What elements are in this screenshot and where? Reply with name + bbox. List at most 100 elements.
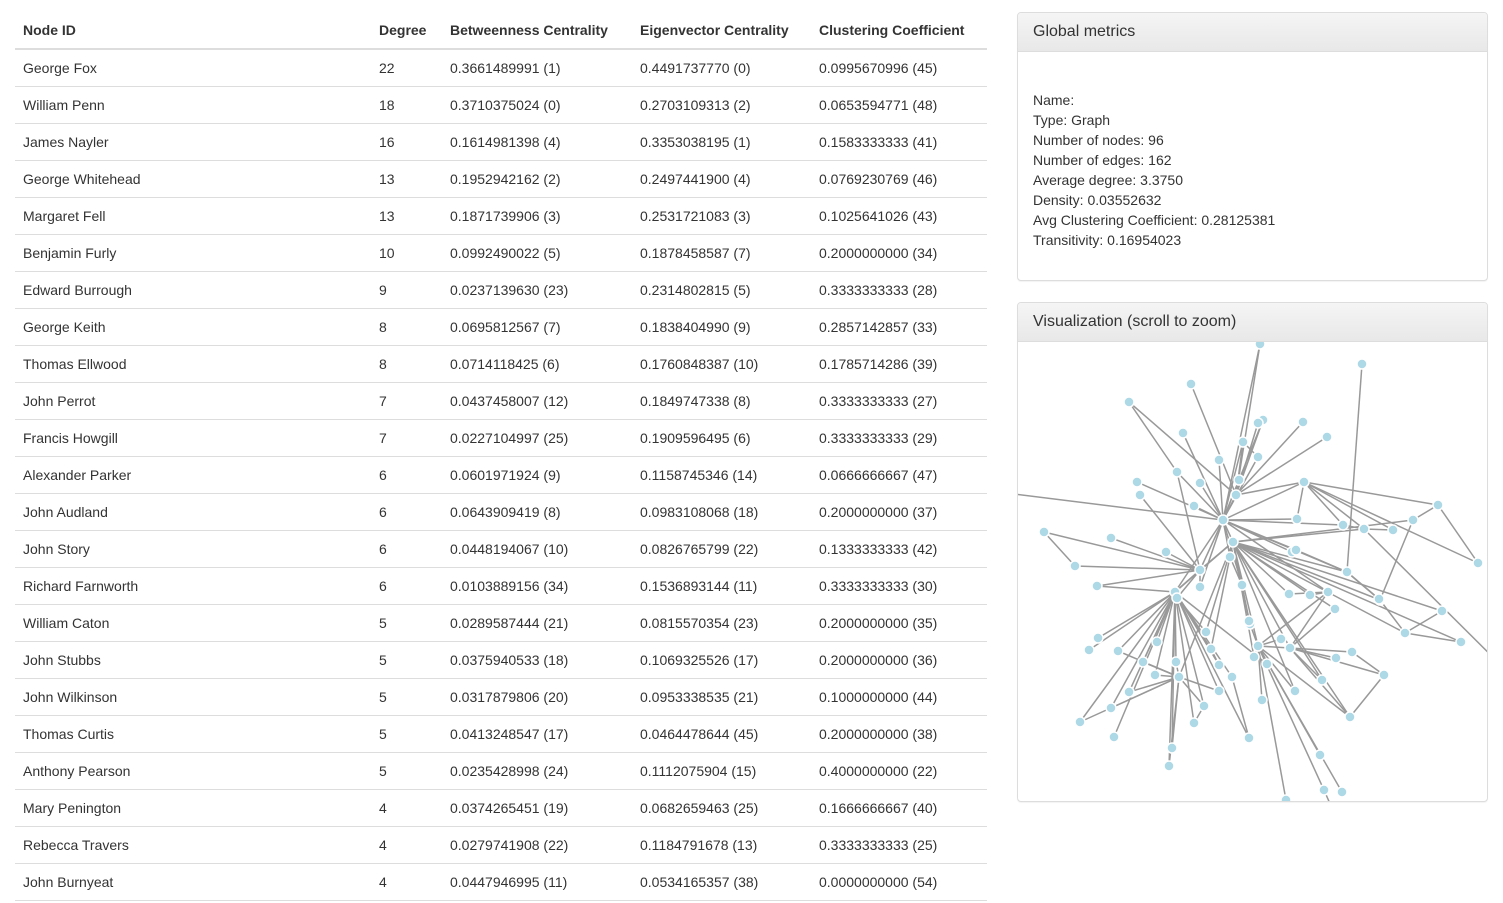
betweenness-cell: 0.0448194067 (10) bbox=[442, 530, 632, 568]
graph-node[interactable] bbox=[1200, 626, 1212, 638]
graph-node[interactable] bbox=[1330, 652, 1342, 664]
graph-node[interactable] bbox=[1069, 560, 1081, 572]
graph-node[interactable] bbox=[1275, 633, 1287, 645]
graph-node[interactable] bbox=[1252, 417, 1264, 429]
graph-node[interactable] bbox=[1291, 513, 1303, 525]
graph-node[interactable] bbox=[1252, 451, 1264, 463]
graph-node[interactable] bbox=[1436, 605, 1448, 617]
graph-node[interactable] bbox=[1472, 557, 1484, 569]
graph-node[interactable] bbox=[1108, 731, 1120, 743]
graph-node[interactable] bbox=[1137, 656, 1149, 668]
graph-node[interactable] bbox=[1337, 519, 1349, 531]
table-row: John Audland 6 0.0643909419 (8) 0.098310806… bbox=[15, 493, 987, 531]
graph-node[interactable] bbox=[1297, 416, 1309, 428]
graph-node[interactable] bbox=[1455, 636, 1467, 648]
graph-node[interactable] bbox=[1151, 636, 1163, 648]
graph-node[interactable] bbox=[1304, 589, 1316, 601]
graph-node[interactable] bbox=[1322, 586, 1334, 598]
network-graph-canvas[interactable] bbox=[1018, 342, 1487, 801]
graph-node[interactable] bbox=[1261, 658, 1273, 670]
graph-edge bbox=[1303, 481, 1394, 531]
graph-node[interactable] bbox=[1217, 514, 1229, 526]
graph-node[interactable] bbox=[1346, 646, 1358, 658]
graph-node[interactable] bbox=[1336, 786, 1348, 798]
graph-node[interactable] bbox=[1213, 685, 1225, 697]
graph-node[interactable] bbox=[1318, 784, 1330, 796]
graph-node[interactable] bbox=[1173, 671, 1185, 683]
graph-node[interactable] bbox=[1185, 378, 1197, 390]
graph-node[interactable] bbox=[1083, 644, 1095, 656]
column-header-betweenness[interactable]: Betweenness Centrality bbox=[442, 11, 632, 50]
graph-node[interactable] bbox=[1256, 694, 1268, 706]
graph-node[interactable] bbox=[1134, 489, 1146, 501]
network-graph[interactable] bbox=[1018, 342, 1487, 801]
graph-node[interactable] bbox=[1171, 466, 1183, 478]
graph-node[interactable] bbox=[1248, 651, 1260, 663]
graph-node[interactable] bbox=[1254, 342, 1266, 350]
eigenvector-cell: 0.0983108068 (18) bbox=[632, 493, 811, 531]
graph-node[interactable] bbox=[1280, 794, 1292, 801]
graph-node[interactable] bbox=[1237, 436, 1249, 448]
graph-node[interactable] bbox=[1233, 474, 1245, 486]
graph-node[interactable] bbox=[1091, 580, 1103, 592]
graph-node[interactable] bbox=[1283, 588, 1295, 600]
graph-node[interactable] bbox=[1373, 593, 1385, 605]
graph-node[interactable] bbox=[1226, 671, 1238, 683]
graph-node[interactable] bbox=[1387, 524, 1399, 536]
graph-node[interactable] bbox=[1112, 645, 1124, 657]
graph-node[interactable] bbox=[1105, 532, 1117, 544]
graph-node[interactable] bbox=[1160, 546, 1172, 558]
column-header-node-id[interactable]: Node ID bbox=[15, 11, 371, 50]
graph-node[interactable] bbox=[1358, 523, 1370, 535]
column-header-clustering[interactable]: Clustering Coefficient bbox=[811, 11, 987, 50]
column-header-degree[interactable]: Degree bbox=[371, 11, 442, 50]
graph-node[interactable] bbox=[1123, 686, 1135, 698]
graph-node[interactable] bbox=[1213, 454, 1225, 466]
graph-node[interactable] bbox=[1166, 742, 1178, 754]
graph-node[interactable] bbox=[1188, 717, 1200, 729]
graph-node[interactable] bbox=[1194, 564, 1206, 576]
graph-node[interactable] bbox=[1329, 603, 1341, 615]
graph-node[interactable] bbox=[1170, 656, 1182, 668]
graph-node[interactable] bbox=[1194, 581, 1206, 593]
graph-node[interactable] bbox=[1038, 526, 1050, 538]
graph-node[interactable] bbox=[1378, 669, 1390, 681]
graph-node[interactable] bbox=[1213, 659, 1225, 671]
graph-node[interactable] bbox=[1344, 711, 1356, 723]
graph-node[interactable] bbox=[1177, 427, 1189, 439]
graph-node[interactable] bbox=[1092, 632, 1104, 644]
graph-node[interactable] bbox=[1205, 643, 1217, 655]
graph-node[interactable] bbox=[1298, 476, 1310, 488]
graph-node[interactable] bbox=[1289, 685, 1301, 697]
graph-node[interactable] bbox=[1198, 700, 1210, 712]
graph-node[interactable] bbox=[1290, 544, 1302, 556]
graph-node[interactable] bbox=[1194, 477, 1206, 489]
graph-node[interactable] bbox=[1131, 476, 1143, 488]
graph-node[interactable] bbox=[1236, 579, 1248, 591]
graph-node[interactable] bbox=[1074, 716, 1086, 728]
graph-node[interactable] bbox=[1321, 431, 1333, 443]
graph-node[interactable] bbox=[1252, 640, 1264, 652]
graph-node[interactable] bbox=[1284, 642, 1296, 654]
graph-node[interactable] bbox=[1243, 732, 1255, 744]
graph-node[interactable] bbox=[1224, 551, 1236, 563]
graph-node[interactable] bbox=[1399, 627, 1411, 639]
degree-cell: 5 bbox=[371, 604, 442, 642]
graph-node[interactable] bbox=[1149, 669, 1161, 681]
graph-edge bbox=[1295, 549, 1348, 573]
graph-node[interactable] bbox=[1171, 592, 1183, 604]
graph-node[interactable] bbox=[1188, 500, 1200, 512]
graph-node[interactable] bbox=[1341, 566, 1353, 578]
graph-node[interactable] bbox=[1230, 489, 1242, 501]
graph-node[interactable] bbox=[1356, 358, 1368, 370]
column-header-eigenvector[interactable]: Eigenvector Centrality bbox=[632, 11, 811, 50]
graph-node[interactable] bbox=[1407, 514, 1419, 526]
graph-node[interactable] bbox=[1105, 702, 1117, 714]
graph-node[interactable] bbox=[1163, 760, 1175, 772]
graph-node[interactable] bbox=[1314, 749, 1326, 761]
graph-node[interactable] bbox=[1432, 499, 1444, 511]
graph-node[interactable] bbox=[1227, 536, 1239, 548]
graph-node[interactable] bbox=[1243, 615, 1255, 627]
graph-node[interactable] bbox=[1123, 396, 1135, 408]
graph-node[interactable] bbox=[1316, 674, 1328, 686]
